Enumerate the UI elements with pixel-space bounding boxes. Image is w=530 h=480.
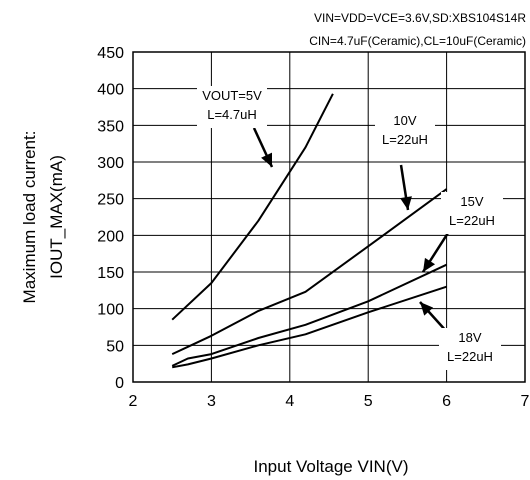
- x-axis-title: Input Voltage VIN(V): [254, 457, 409, 476]
- annotation-bg: [441, 192, 503, 234]
- annotation-label: VOUT=5V: [202, 88, 262, 103]
- y-axis-title-line-1: Maximum load current:: [20, 131, 39, 304]
- annotation-bg: [439, 328, 501, 370]
- plot-frame: [132, 51, 526, 383]
- x-tick-label: 4: [285, 393, 294, 410]
- y-tick-label: 100: [97, 302, 124, 319]
- annotation-label: L=22uH: [449, 213, 495, 228]
- series-group: [171, 93, 448, 369]
- annotation-label: L=4.7uH: [207, 107, 257, 122]
- y-axis-title-line-2: IOUT_MAX(mA): [47, 155, 66, 279]
- x-tick-label: 7: [521, 393, 530, 410]
- tick-labels: 2 3 4 5 6 7 0 50 100 150 200 250 300 350 400 450: [97, 45, 529, 410]
- annotation-bg: [197, 86, 267, 128]
- arrow-head: [400, 196, 412, 210]
- y-tick-label: 200: [97, 228, 124, 245]
- y-tick-label: 350: [97, 118, 124, 135]
- annotation-bg: [375, 111, 435, 153]
- series-line-2: [171, 188, 448, 356]
- y-tick-label: 0: [115, 375, 124, 392]
- y-tick-label: 250: [97, 192, 124, 209]
- y-tick-label: 450: [97, 45, 124, 62]
- x-tick-label: 6: [442, 393, 451, 410]
- y-tick-label: 150: [97, 265, 124, 282]
- series-line-3: [171, 263, 448, 367]
- annotations: VOUT=5V L=4.7uH 10V L=22uH 15V L=22uH 18V L=22u…: [197, 86, 503, 370]
- series-line-1: [171, 93, 334, 321]
- x-tick-label: 3: [207, 393, 216, 410]
- arrow-head: [420, 302, 434, 316]
- y-tick-label: 50: [106, 338, 124, 355]
- annotation-label: 10V: [393, 113, 416, 128]
- arrow-head: [261, 152, 272, 167]
- x-tick-label: 2: [129, 393, 138, 410]
- annotation-label: 18V: [458, 330, 481, 345]
- annotation-label: 15V: [460, 194, 483, 209]
- condition-line-1: VIN=VDD=VCE=3.6V,SD:XBS104S14R: [314, 11, 526, 25]
- annotation-label: L=22uH: [382, 132, 428, 147]
- series-line-4: [172, 285, 447, 369]
- y-tick-label: 300: [97, 155, 124, 172]
- arrow-head: [423, 257, 436, 272]
- annotation-label: L=22uH: [447, 349, 493, 364]
- x-tick-label: 5: [364, 393, 373, 410]
- condition-line-2: CIN=4.7uF(Ceramic),CL=10uF(Ceramic): [309, 34, 526, 48]
- y-tick-label: 400: [97, 82, 124, 99]
